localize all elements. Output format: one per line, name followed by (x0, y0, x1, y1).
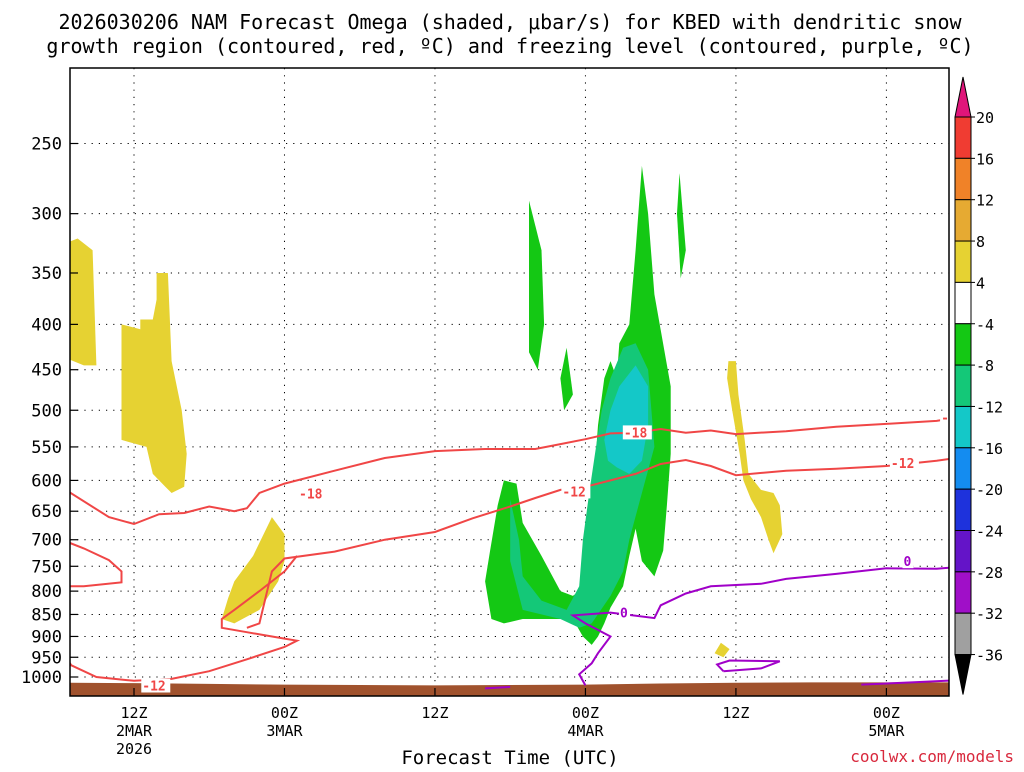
x-tick-label: 00Z 3MAR (266, 704, 303, 740)
omega-shade (529, 200, 545, 370)
y-tick-label: 600 (31, 471, 62, 491)
y-tick-label: 450 (31, 361, 62, 381)
colorbar-label: 8 (976, 233, 985, 251)
contour-line (246, 458, 949, 629)
colorbar-label: -20 (976, 481, 1003, 499)
omega-shade (604, 365, 649, 474)
x-tick-label: 12Z (722, 704, 749, 722)
contour-label: -18 (299, 487, 323, 502)
colorbar-label: -16 (976, 440, 1003, 458)
y-tick-label: 700 (31, 531, 62, 551)
x-axis-label: Forecast Time (UTC) (401, 747, 618, 768)
omega-shade (560, 347, 573, 411)
contour-label: 0 (620, 607, 628, 622)
colorbar-box (954, 199, 972, 242)
y-tick-label: 350 (31, 264, 62, 284)
contour-line (485, 685, 511, 690)
colorbar-box (954, 612, 972, 656)
contour-label: 0 (903, 555, 911, 570)
colorbar-box (954, 364, 972, 407)
chart-title-line-1: 2026030206 NAM Forecast Omega (shaded, μ… (58, 10, 962, 34)
y-tick-label: 1000 (21, 668, 62, 688)
colorbar-label: 12 (976, 192, 994, 210)
colorbar-label: -32 (976, 605, 1003, 623)
contour-line (70, 541, 123, 588)
y-tick-label: 250 (31, 135, 62, 155)
omega-shade (714, 642, 730, 658)
colorbar-box (954, 240, 972, 283)
x-axis-ticks: 12Z2MAR202600Z3MAR12Z00Z4MAR12Z00Z5MAR12… (116, 688, 1024, 758)
y-axis-ticks: 2503003504004505005506006507007508008509… (21, 135, 78, 688)
contour-line (70, 555, 301, 682)
contour-label: -18 (624, 426, 648, 441)
contour-label: -12 (562, 485, 585, 500)
colorbar-label: -24 (976, 523, 1003, 541)
x-tick-label: 12Z (421, 704, 448, 722)
y-tick-label: 650 (31, 502, 62, 522)
contour-line (569, 566, 949, 686)
colorbar-legend: 20 16 12 8 4 -4 -8 -12 -16 -20 -24 -28 -32 -36 (954, 76, 1003, 695)
colorbar-box (954, 571, 972, 614)
colorbar-box (954, 281, 972, 325)
contour-line (715, 659, 781, 673)
colorbar-label: 16 (976, 150, 994, 168)
colorbar-box (954, 323, 972, 366)
x-tick-label: 00Z 5MAR (868, 704, 905, 740)
colorbar-arrow-bottom (954, 654, 972, 695)
y-tick-label: 900 (31, 627, 62, 647)
y-tick-label: 950 (31, 648, 62, 668)
colorbar-arrow-top (954, 76, 972, 118)
colorbar-box (954, 116, 972, 159)
y-tick-label: 750 (31, 557, 62, 577)
credit-link[interactable]: coolwx.com/models (850, 747, 1014, 766)
omega-shade (70, 238, 97, 366)
colorbar-label: -4 (976, 316, 994, 334)
omega-shade (121, 273, 187, 493)
colorbar-box (954, 405, 972, 449)
contour-line (861, 679, 949, 686)
contour-label: -12 (142, 680, 165, 695)
y-tick-label: 850 (31, 605, 62, 625)
omega-shade (677, 173, 686, 279)
contour-line (70, 417, 949, 526)
y-tick-label: 800 (31, 582, 62, 602)
y-tick-label: 500 (31, 401, 62, 421)
omega-shade (221, 517, 285, 624)
colorbar-label: -12 (976, 398, 1003, 416)
colorbar-label: 20 (976, 109, 994, 127)
omega-shade (727, 361, 783, 554)
x-tick-label: 00Z 4MAR (567, 704, 604, 740)
chart-title-line-2: growth region (contoured, red, ºC) and f… (46, 34, 973, 58)
contour-label: -12 (891, 457, 914, 472)
terrain-surface (70, 682, 949, 696)
colorbar-box (954, 447, 972, 490)
colorbar-box (954, 530, 972, 573)
plot-area: -18 -18 -18 -12 -12 -12 0 0 (70, 68, 965, 696)
colorbar-label: 4 (976, 274, 985, 292)
colorbar-label: -28 (976, 564, 1003, 582)
x-tick-label: 12Z 2MAR 2026 (116, 704, 153, 758)
colorbar-box (954, 157, 972, 201)
colorbar-label: -8 (976, 357, 994, 375)
plot-frame (69, 67, 950, 697)
y-tick-label: 300 (31, 205, 62, 225)
y-tick-label: 400 (31, 315, 62, 335)
colorbar-box (954, 488, 972, 531)
colorbar-label: -36 (976, 647, 1003, 665)
y-tick-label: 550 (31, 438, 62, 458)
contour-label: -18 (941, 412, 965, 427)
